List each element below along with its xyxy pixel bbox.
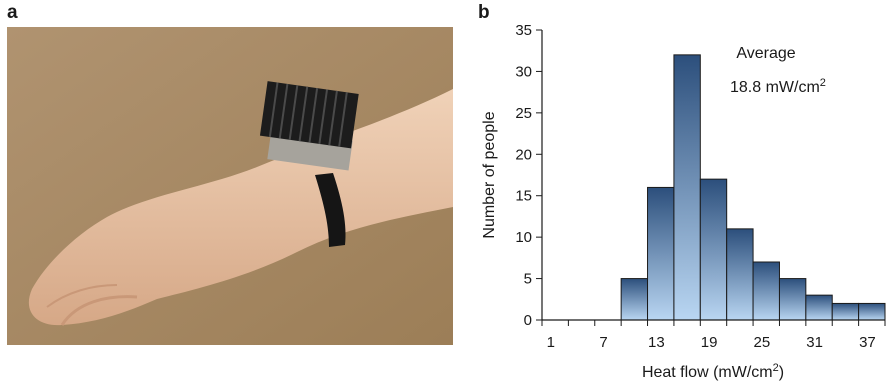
histogram-bar	[831, 302, 860, 321]
y-tick-label: 30	[515, 63, 532, 80]
x-tick-label: 1	[547, 334, 555, 351]
heat-flow-histogram: 0 5 10 15 20 25 30 35 1 7 13 19 25 31 37 Number of pe…	[481, 22, 886, 381]
x-tick-label: 19	[701, 334, 718, 351]
y-tick-label: 5	[524, 271, 532, 288]
histogram-bars	[620, 54, 886, 321]
x-axis-label-sup: 2	[773, 362, 779, 374]
average-annotation-value: 18.8 mW/cm2	[730, 77, 826, 96]
x-axis-label-main: Heat flow (mW/cm	[642, 364, 773, 381]
x-axis-ticks: 1 7 13 19 25 31 37	[541, 320, 886, 351]
x-axis-label-tail: )	[779, 364, 784, 381]
finger-shadow	[46, 284, 118, 308]
x-tick-label: 31	[806, 334, 823, 351]
x-tick-label: 7	[599, 334, 607, 351]
watch-strap	[315, 173, 346, 247]
panel-label-a: a	[7, 2, 18, 23]
histogram-bar	[805, 294, 833, 321]
y-tick-label: 0	[524, 312, 532, 329]
histogram-bar	[858, 302, 886, 321]
histogram-bar	[699, 178, 728, 321]
y-tick-label: 10	[515, 229, 532, 246]
histogram-bar	[726, 228, 754, 321]
y-axis-label: Number of people	[481, 111, 498, 238]
heatsink-icon	[259, 81, 359, 149]
wrist-device-photo	[7, 27, 453, 345]
y-tick-label: 25	[515, 105, 532, 122]
histogram-bar	[620, 278, 649, 321]
x-tick-label: 37	[859, 334, 876, 351]
average-annotation-title: Average	[736, 45, 795, 62]
histogram-bar	[778, 278, 807, 321]
x-axis-label: Heat flow (mW/cm2)	[642, 362, 784, 381]
y-axis-ticks: 0 5 10 15 20 25 30 35	[515, 22, 542, 329]
panel-label-b: b	[478, 2, 490, 23]
y-tick-label: 15	[515, 188, 532, 205]
average-annotation-sup: 2	[820, 77, 826, 89]
average-annotation-number: 18.8 mW/cm	[730, 79, 820, 96]
y-tick-label: 35	[515, 22, 532, 39]
histogram-bar	[647, 186, 675, 321]
x-tick-label: 25	[754, 334, 771, 351]
histogram-bar	[673, 54, 701, 321]
y-tick-label: 20	[515, 146, 532, 163]
x-tick-label: 13	[648, 334, 665, 351]
histogram-bar	[752, 261, 780, 321]
knuckle-shadow	[60, 295, 138, 326]
